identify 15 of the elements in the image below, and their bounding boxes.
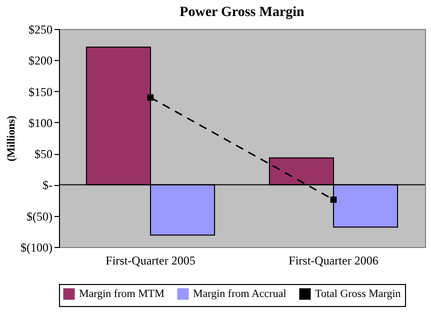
y-tick-label: $(50) [26, 209, 52, 224]
y-tick-label: $250 [28, 22, 52, 36]
x-tick-label: First-Quarter 2005 [106, 254, 196, 268]
chart-title: Power Gross Margin [180, 5, 305, 20]
y-tick-label: $200 [28, 54, 52, 68]
x-tick-label: First-Quarter 2006 [288, 254, 378, 268]
y-tick-label: $50 [34, 147, 52, 162]
y-tick-label: $- [42, 178, 52, 192]
y-axis-title: (Millions) [6, 115, 18, 162]
y-tick-label: $150 [28, 84, 52, 99]
legend-label: Total Gross Margin [315, 288, 402, 300]
y-tick-label: $(100) [20, 240, 52, 254]
legend-label: Margin from Accrual [193, 288, 286, 300]
y-tick-label: $100 [28, 116, 52, 130]
legend-label: Margin from MTM [79, 288, 165, 300]
